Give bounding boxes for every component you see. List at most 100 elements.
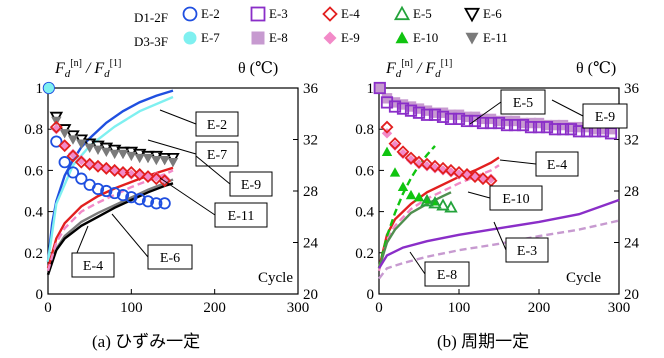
legend-marker-e-9 [323,31,337,45]
series-line-e-9- [46,169,174,272]
marker-e-2 [141,195,155,208]
label-slash: / F [82,60,104,77]
marker-e-9 [389,140,401,151]
marker-e-4 [49,120,63,134]
marker-e-11 [142,153,154,164]
right-axis-label-a: θ (℃) [238,60,278,77]
x-axis-label-b: Cycle [566,270,601,286]
marker-e-11 [92,145,104,155]
marker-e-10 [397,181,409,192]
legend-label-e-4: E-4 [341,6,360,21]
marker-e-4 [404,151,418,165]
marker-e-8 [501,115,513,127]
marker-e-8 [565,121,577,133]
marker-e-8 [477,113,489,125]
legend-label-e-5: E-5 [413,6,432,21]
marker-e-4 [428,159,442,173]
label-slash-b: / F [413,60,435,77]
marker-e-3 [492,116,506,130]
legend-label-e-3: E-3 [269,6,288,21]
marker-e-2 [58,156,71,169]
marker-e-9 [445,167,457,178]
y-left-tick-label: 0.6 [24,163,43,179]
label-1: [1] [110,58,122,69]
marker-e-11 [167,158,179,168]
y-right-tick-label: 32 [303,133,318,149]
annotation-box [195,141,239,167]
series-line-e-10- [377,145,436,269]
marker-e-8 [557,119,569,131]
series-line-e-9- [377,164,500,272]
annotation-leader [499,159,537,165]
annotation-label-e-8: E-8 [437,268,457,283]
marker-e-3 [373,81,386,95]
annotation-box [500,89,546,115]
annotation-label-e-9: E-9 [241,178,261,193]
label-sub-d: d [65,68,71,80]
marker-e-11 [159,155,170,166]
marker-e-9 [413,159,425,170]
annotations-a: E-2 E-7 E-9 E-11 E-6 E-4 [71,109,273,278]
x-tick-label: 0 [375,300,383,316]
marker-e-11 [101,147,112,158]
annotation-label-e-4: E-4 [547,158,567,173]
annotations-b: E-5 E-9 E-4 E-10 E-3 E-8 [409,89,628,287]
marker-e-8 [597,124,609,135]
marker-e-5 [420,194,434,207]
x-tick-label: 300 [287,300,310,316]
marker-e-9 [429,163,441,174]
marker-e-8 [397,99,409,110]
legend-label-e-10: E-10 [413,30,438,45]
annotation-box [535,151,579,177]
label-n-b: [n] [401,58,413,69]
annotation-leader [409,251,426,275]
marker-e-11 [117,149,129,160]
marker-e-8 [469,111,481,123]
y-left-tick-label: 0.8 [24,122,43,138]
marker-e-11 [134,153,145,164]
marker-e-5 [444,200,458,213]
marker-e-9 [421,161,433,172]
marker-e-4 [452,165,466,179]
marker-e-11 [126,151,137,162]
marker-e-9 [101,163,112,174]
marker-e-11 [84,143,95,153]
marker-e-4 [468,170,482,184]
annotation-box [147,244,193,270]
marker-e-8 [589,124,601,135]
marker-e-10 [405,189,417,200]
annotation-label-e-10: E-10 [502,192,529,207]
marker-e-8 [605,124,617,135]
annotation-leader [159,177,216,216]
marker-e-3 [452,112,466,125]
marker-e-2 [133,193,146,206]
marker-e-3 [572,125,586,138]
x-tick-label: 100 [448,300,471,316]
marker-e-2 [66,166,80,179]
marker-e-8 [549,119,561,131]
annotation-leader [195,155,231,185]
caption-b: (b) 周期一定 [437,332,529,351]
marker-e-2 [75,172,88,185]
marker-e-3 [460,114,474,128]
y-right-tick-label: 28 [303,184,318,200]
legend-label-e-6: E-6 [483,6,502,21]
marker-e-9 [92,161,104,172]
y-left-tick-label: 1 [367,81,375,97]
marker-e-4 [149,172,163,186]
y-left-tick-label: 0.8 [355,122,374,138]
marker-e-3 [436,110,450,123]
marker-e-4 [74,155,88,169]
annotation-leader [111,213,149,258]
marker-e-9 [84,159,95,170]
marker-e-3 [532,121,546,134]
annotation-box [505,237,549,263]
y-left-tick-label: 0.2 [355,246,374,262]
series-line-e-3- [377,198,620,269]
marker-e-8 [429,107,441,118]
marker-e-3 [548,123,562,136]
series-line-e-6- [46,182,174,276]
marker-e-8 [525,117,537,129]
